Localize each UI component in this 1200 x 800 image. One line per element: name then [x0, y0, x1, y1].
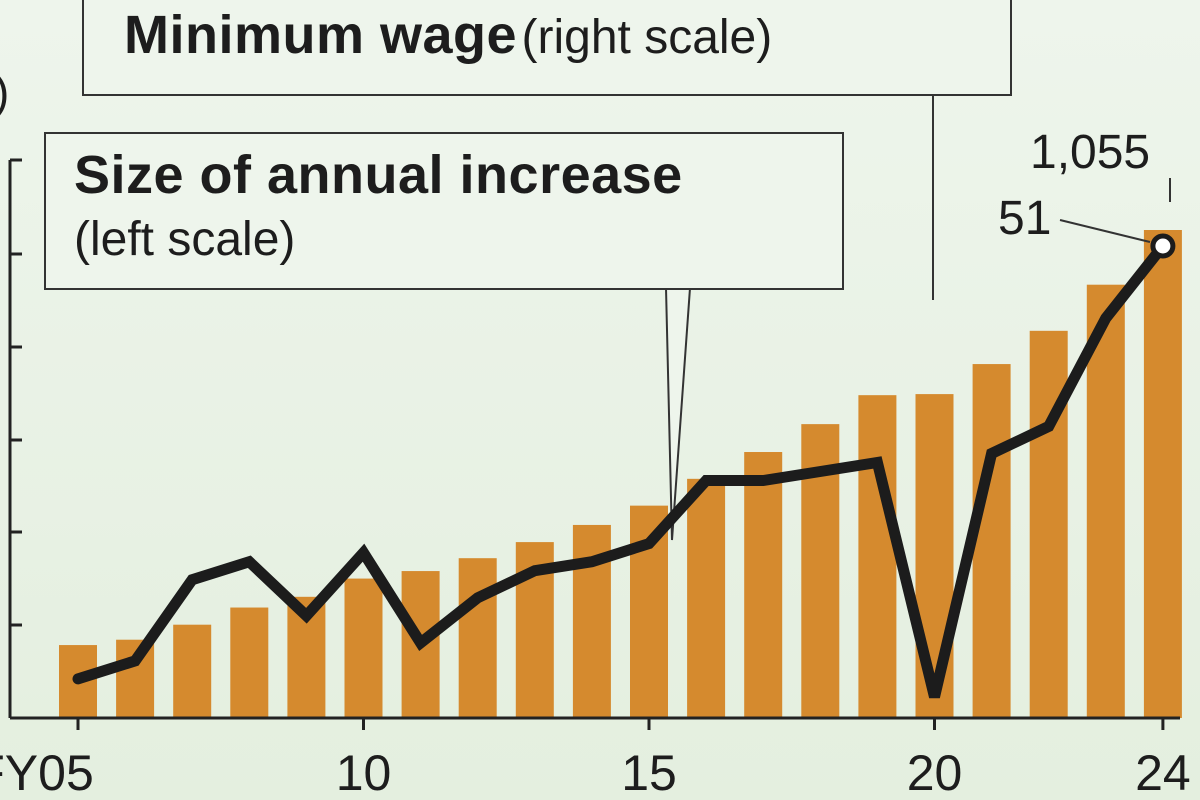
wage-bar-2007 [173, 624, 212, 718]
increase-last-marker [1150, 233, 1176, 259]
wage-callout-leader [915, 93, 934, 300]
wage-bars [59, 230, 1182, 718]
legend-increase-title: Size of annual increase [74, 145, 683, 205]
tick-labels: FY05 10 15 20 24 [0, 745, 1191, 800]
legend-increase-scale: (left scale) [74, 213, 296, 266]
x-tick-label-2024: 24 [1135, 745, 1191, 800]
increase-last-value-label: 51 [998, 192, 1051, 245]
increase-line-path [72, 240, 1169, 699]
increase-line [72, 233, 1176, 699]
increase-callout-leader [665, 287, 691, 541]
wage-bar-2021 [972, 364, 1011, 718]
wage-last-value-label: 1,055 [1030, 126, 1150, 179]
wage-bar-2012 [458, 558, 497, 718]
axes [8, 158, 1180, 730]
x-tick-label-2005: FY05 [0, 745, 94, 800]
legend-callout-minimum-wage: Minimum wage (right scale) [82, 0, 1012, 96]
wage-bar-2024 [1143, 230, 1182, 718]
wage-bar-2020 [915, 394, 954, 718]
wage-bar-2022 [1029, 330, 1068, 718]
increase-last-leader [1059, 219, 1151, 243]
x-tick-label-2020: 20 [907, 745, 963, 800]
legend-wage-scale: (right scale) [521, 11, 773, 64]
legend-wage-title: Minimum wage [124, 5, 518, 65]
wage-bar-2008 [230, 607, 269, 718]
x-tick-label-2010: 10 [336, 745, 392, 800]
wage-bar-2023 [1086, 284, 1125, 718]
x-tick-label-2015: 15 [621, 745, 677, 800]
wage-bar-2017 [744, 452, 783, 718]
legend-callout-annual-increase: Size of annual increase (left scale) [44, 132, 844, 290]
left-axis-unit-fragment: ) [0, 66, 9, 118]
wage-bar-2010 [344, 578, 383, 718]
wage-bar-2016 [687, 478, 726, 718]
wage-bar-2019 [858, 395, 897, 718]
